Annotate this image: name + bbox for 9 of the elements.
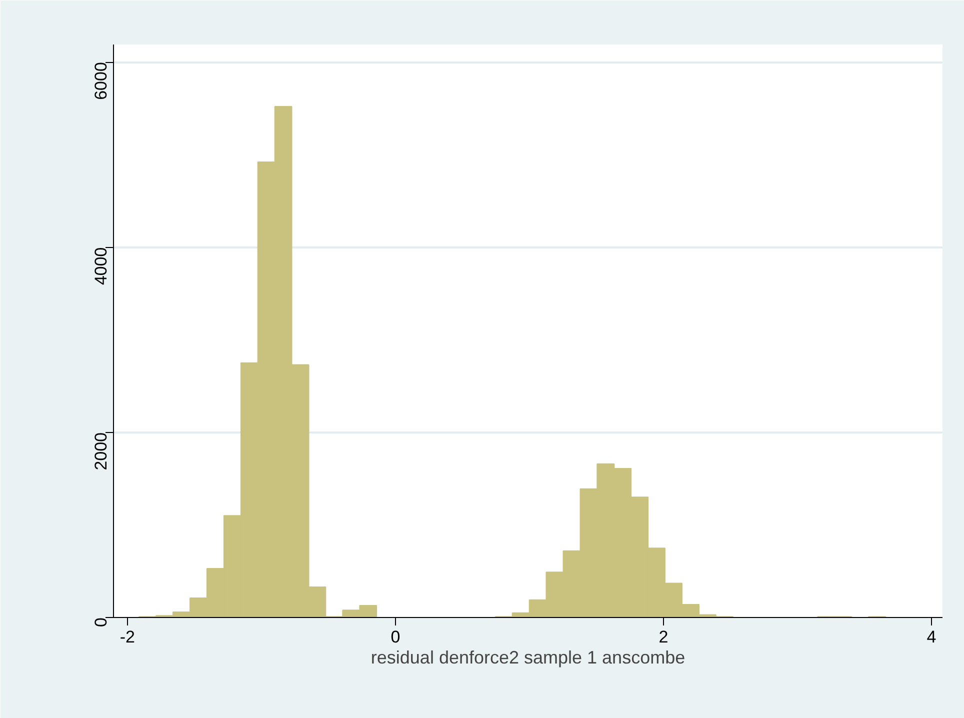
x-axis-title: residual denforce2 sample 1 anscombe <box>370 648 686 668</box>
x-tick-label: -2 <box>120 628 136 646</box>
y-tick-label: 2000 <box>92 432 110 470</box>
x-tick-label: 2 <box>658 628 668 646</box>
y-tick-label: 0 <box>92 617 110 627</box>
y-tick-label: 4000 <box>92 247 110 286</box>
x-tick-label: 0 <box>390 628 400 646</box>
y-tick-label: 6000 <box>92 62 110 100</box>
x-tick-label: 4 <box>926 628 936 646</box>
